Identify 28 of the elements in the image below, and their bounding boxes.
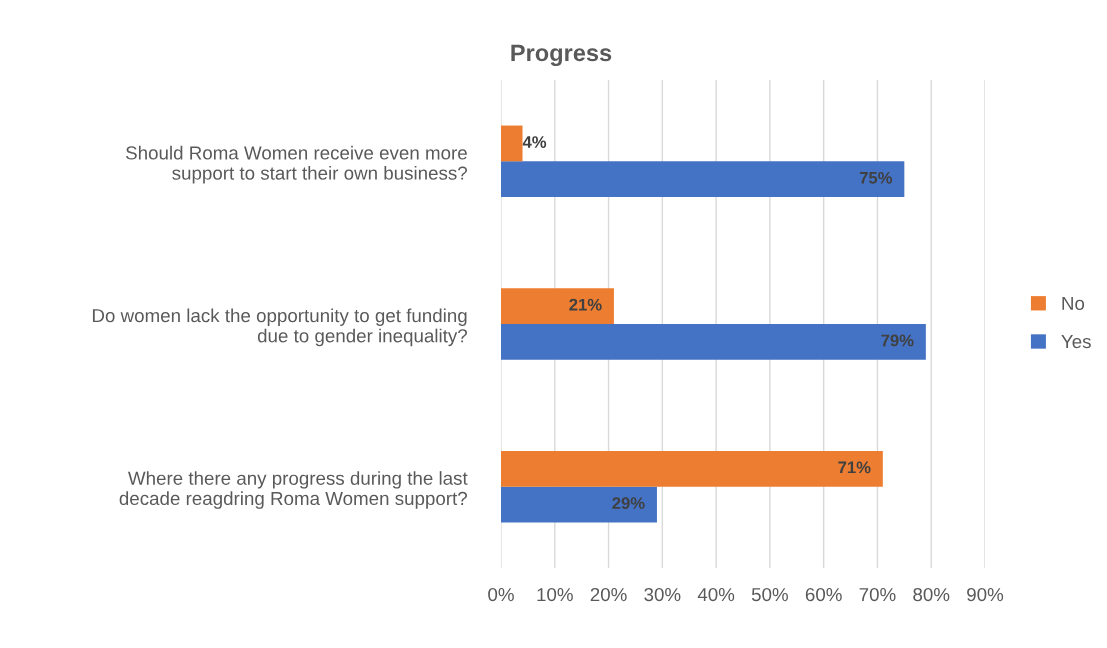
bar bbox=[501, 486, 657, 523]
y-tick-label: Where there any progress during the last decade reagdring Roma Women support? bbox=[119, 471, 468, 509]
x-tick-label: 80% bbox=[913, 587, 950, 602]
x-tick-label: 10% bbox=[537, 587, 573, 602]
data-label: 21% bbox=[569, 298, 602, 311]
x-tick-label: 0% bbox=[488, 587, 514, 602]
bar bbox=[501, 324, 926, 360]
y-tick-label: Should Roma Women receive even more support to start their own business? bbox=[126, 145, 467, 184]
bar bbox=[501, 288, 614, 324]
data-label: 29% bbox=[612, 497, 645, 510]
data-label: 71% bbox=[838, 461, 871, 474]
x-tick-label: 40% bbox=[697, 587, 735, 602]
bar bbox=[501, 161, 905, 198]
x-tick-label: 70% bbox=[859, 587, 896, 602]
x-tick-label: 50% bbox=[751, 587, 788, 602]
x-tick-label: 90% bbox=[967, 587, 1004, 602]
y-tick-label: Do women lack the opportunity to get funding due to gender inequality? bbox=[92, 308, 467, 347]
bar bbox=[501, 125, 523, 162]
data-label: 75% bbox=[859, 171, 893, 184]
data-label: 79% bbox=[881, 334, 914, 347]
legend-label: Yes bbox=[1061, 335, 1091, 349]
legend-label: No bbox=[1062, 296, 1085, 310]
x-tick-label: 20% bbox=[590, 587, 627, 602]
bar bbox=[501, 450, 883, 487]
chart-title: Progress bbox=[511, 44, 612, 66]
data-label: 4% bbox=[522, 136, 547, 148]
x-tick-label: 60% bbox=[805, 587, 842, 602]
x-tick-label: 30% bbox=[644, 587, 681, 602]
